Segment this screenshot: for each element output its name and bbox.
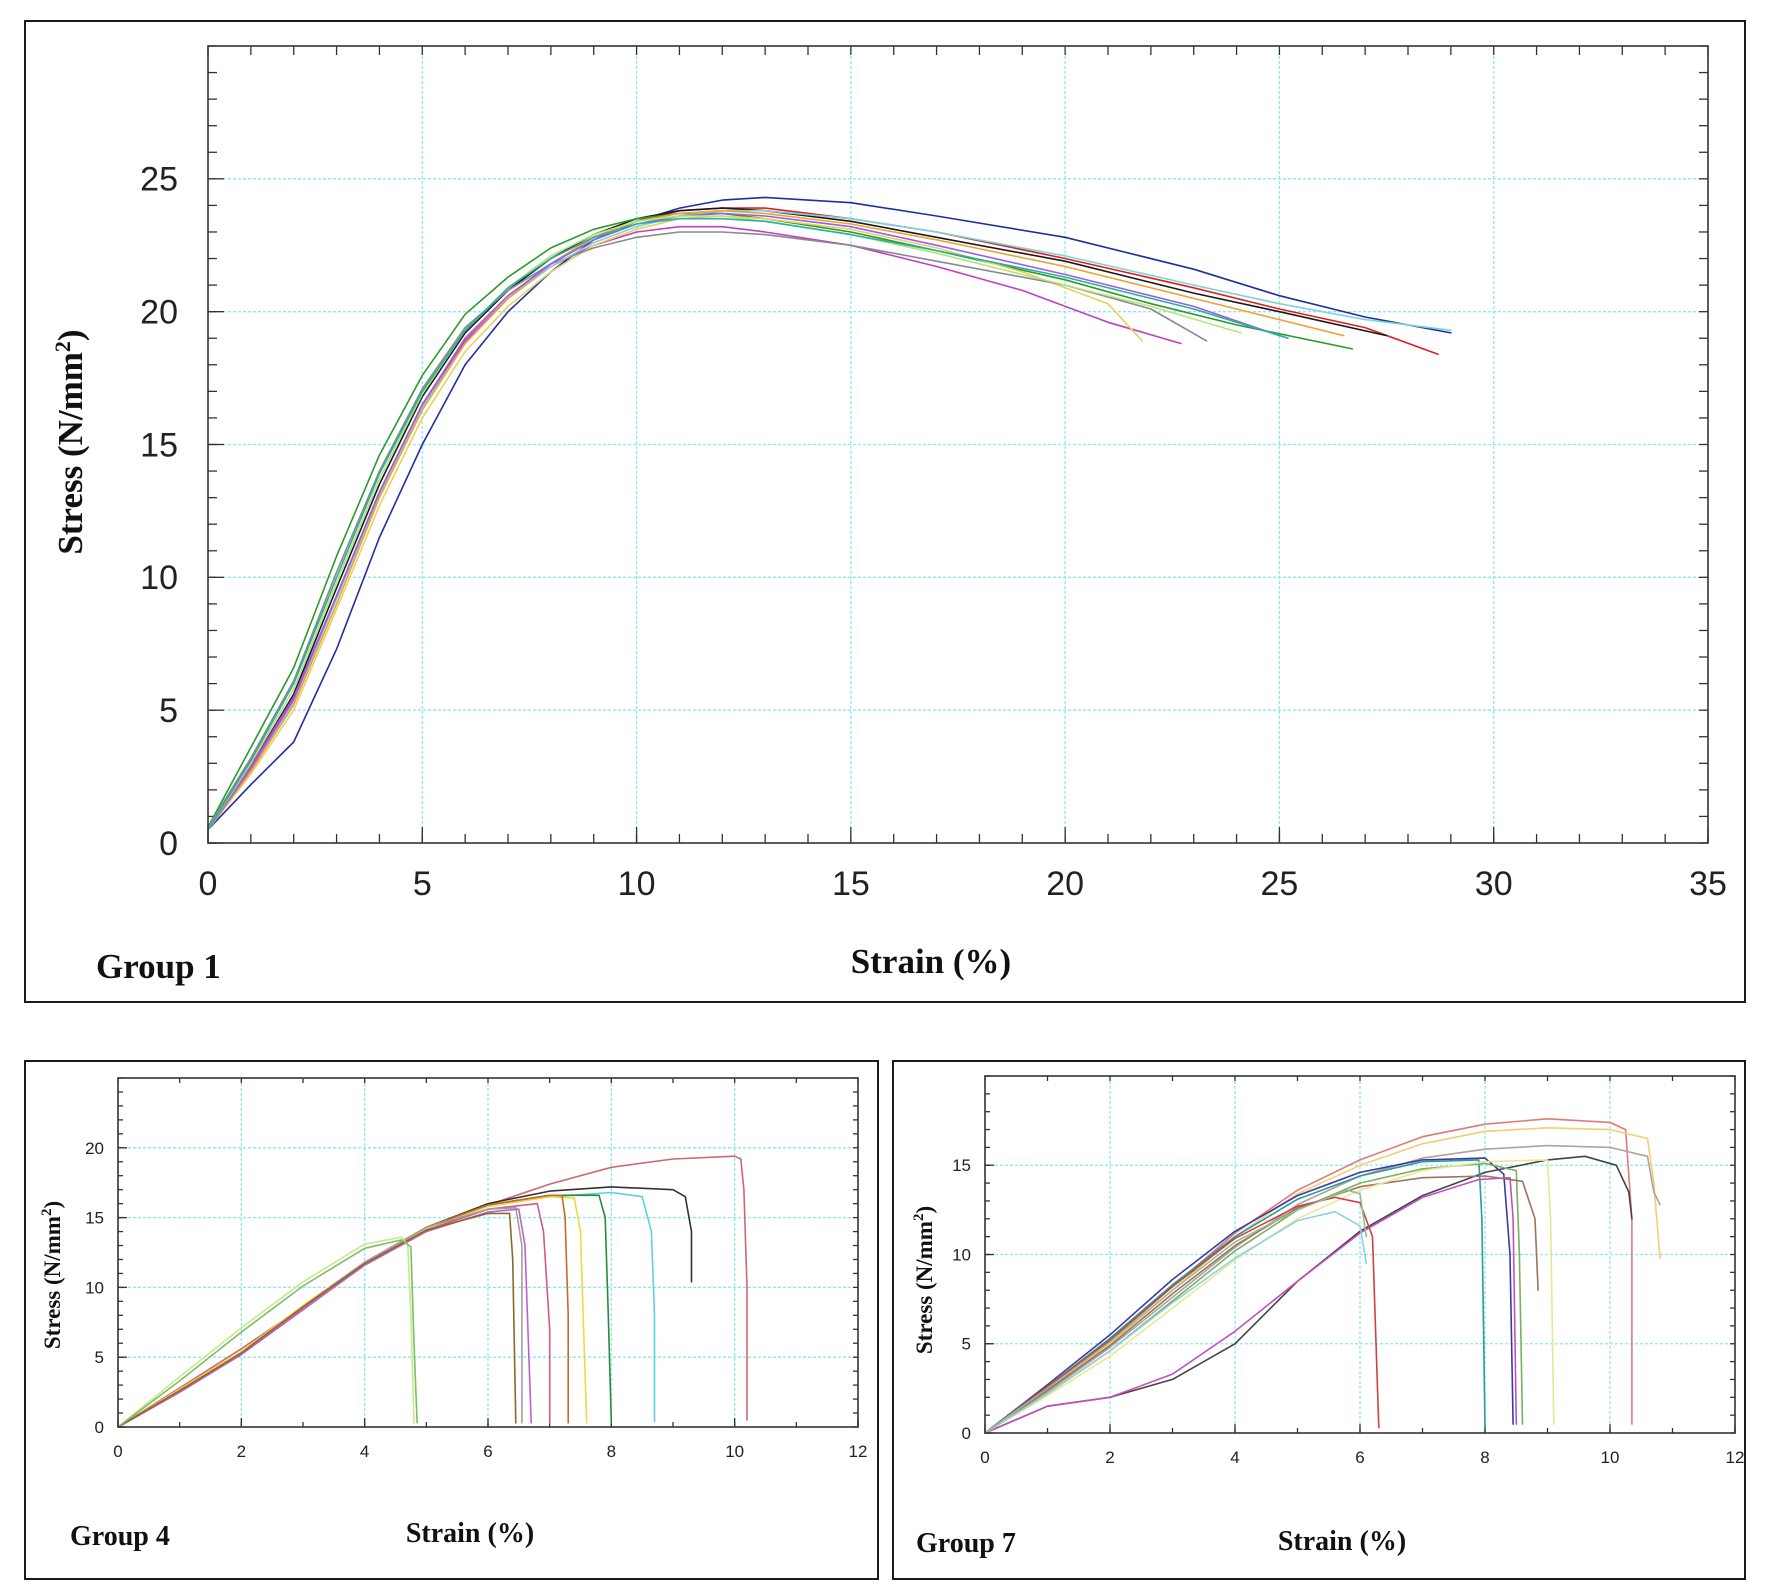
y-tick-label: 5 <box>962 1335 971 1354</box>
y-tick-label: 15 <box>140 426 178 464</box>
y-tick-label: 5 <box>95 1348 104 1367</box>
series-line-11 <box>117 1236 415 1428</box>
x-tick-label: 12 <box>1726 1448 1744 1467</box>
plot-frame <box>984 1075 1736 1434</box>
chart-group-1: 0 5 10 15 20 25 30 35 0 5 10 15 20 25 Strain (%) Stre… <box>50 45 1727 986</box>
x-tick-label: 20 <box>1046 865 1084 903</box>
series-line-10 <box>207 212 1281 831</box>
group-label: Group 4 <box>70 1521 170 1552</box>
series-line-7 <box>117 1202 551 1428</box>
series-line-12 <box>984 1210 1368 1434</box>
x-tick-label: 8 <box>1480 1448 1489 1467</box>
series-line-7 <box>984 1176 1518 1434</box>
y-tick-label: 0 <box>962 1424 971 1443</box>
chart-group-4: 0 2 4 6 8 10 12 0 5 10 15 20 Strain (%) Stress (N/m… <box>39 1077 868 1552</box>
x-tick-label: 10 <box>725 1442 744 1461</box>
y-tick-label: 10 <box>85 1278 104 1297</box>
series-line-6 <box>207 215 1144 831</box>
plot-frame <box>117 1077 859 1428</box>
series-line-2 <box>984 1127 1661 1434</box>
y-tick-label: 10 <box>140 559 178 597</box>
group-label: Group 1 <box>96 947 221 986</box>
y-tick-label: 0 <box>159 825 178 863</box>
x-tick-label: 12 <box>849 1442 868 1461</box>
x-tick-label: 0 <box>199 865 218 903</box>
x-tick-label: 10 <box>618 865 656 903</box>
x-tick-label: 4 <box>1230 1448 1239 1467</box>
series-line-1 <box>117 1155 748 1428</box>
series-line-3 <box>117 1191 656 1428</box>
y-tick-label: 25 <box>140 161 178 199</box>
series-line-7 <box>207 231 1208 828</box>
series-line-1 <box>984 1117 1633 1434</box>
series-line-5 <box>117 1195 588 1428</box>
series-line-4 <box>207 212 1354 828</box>
x-tick-label: 30 <box>1475 865 1513 903</box>
series-line-5 <box>207 225 1182 831</box>
series-line-9 <box>117 1208 533 1428</box>
y-tick-label: 20 <box>140 294 178 332</box>
x-tick-label: 6 <box>483 1442 492 1461</box>
series-line-2 <box>207 207 1439 831</box>
series-line-13 <box>984 1189 1368 1434</box>
series-line-8 <box>984 1162 1524 1434</box>
y-axis-title: Stress (N/mm2) <box>39 1201 65 1349</box>
x-axis-title: Strain (%) <box>1278 1526 1406 1557</box>
y-tick-label: 15 <box>85 1209 104 1228</box>
series-line-4 <box>984 1155 1633 1434</box>
series-line-11 <box>984 1196 1380 1434</box>
x-tick-label: 10 <box>1601 1448 1620 1467</box>
series-line-11 <box>207 215 1242 831</box>
series-line-12 <box>207 217 1289 831</box>
y-tick-label: 10 <box>952 1245 971 1264</box>
x-tick-label: 4 <box>360 1442 369 1461</box>
series-line-3 <box>984 1144 1661 1434</box>
chart-panel-group-7: 0 2 4 6 8 10 12 0 5 10 15 Strain (%) Stress (N/mm2… <box>892 1060 1746 1580</box>
x-tick-label: 0 <box>113 1442 122 1461</box>
chart-group-7: 0 2 4 6 8 10 12 0 5 10 15 Strain (%) Stress (N/mm2… <box>911 1075 1744 1559</box>
series-line-6 <box>117 1194 570 1428</box>
x-axis-title: Strain (%) <box>406 1518 534 1549</box>
x-tick-label: 0 <box>980 1448 989 1467</box>
chart-panel-group-1: 0 5 10 15 20 25 30 35 0 5 10 15 20 25 Strain (%) Stre… <box>24 20 1746 1003</box>
series-line-1 <box>207 196 1452 831</box>
series-line-5 <box>984 1157 1514 1434</box>
x-tick-label: 25 <box>1261 865 1299 903</box>
y-tick-label: 5 <box>159 692 178 730</box>
x-tick-label: 8 <box>607 1442 616 1461</box>
x-tick-label: 2 <box>237 1442 246 1461</box>
series-line-12 <box>117 1239 418 1428</box>
x-tick-label: 2 <box>1105 1448 1114 1467</box>
series-line-10 <box>117 1212 517 1428</box>
x-tick-label: 15 <box>832 865 870 903</box>
series-line-10 <box>984 1159 1555 1434</box>
y-tick-label: 15 <box>952 1156 971 1175</box>
y-axis-title: Stress (N/mm2) <box>911 1206 937 1354</box>
x-tick-label: 6 <box>1355 1448 1364 1467</box>
x-tick-label: 5 <box>413 865 432 903</box>
x-axis-title: Strain (%) <box>851 942 1011 981</box>
y-axis-title: Stress (N/mm2) <box>50 329 90 554</box>
series-line-8 <box>117 1207 523 1428</box>
series-line-8 <box>207 209 1452 831</box>
group-label: Group 7 <box>916 1528 1016 1559</box>
series-line-9 <box>207 209 1345 831</box>
series-line-3 <box>207 207 1388 831</box>
plot-frame <box>207 45 1709 844</box>
chart-panel-group-4: 0 2 4 6 8 10 12 0 5 10 15 20 Strain (%) Stress (N/m… <box>24 1060 879 1580</box>
y-tick-label: 20 <box>85 1139 104 1158</box>
y-tick-label: 0 <box>95 1418 104 1437</box>
x-tick-label: 35 <box>1689 865 1727 903</box>
